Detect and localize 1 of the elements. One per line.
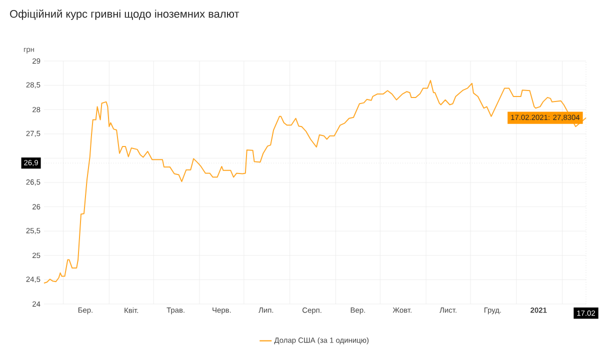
chart-title: Офіційний курс гривні щодо іноземних валют	[10, 10, 240, 20]
